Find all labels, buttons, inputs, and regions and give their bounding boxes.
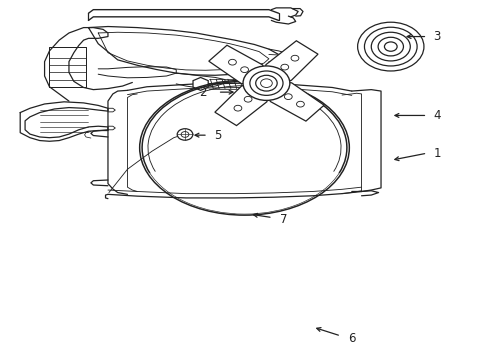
Ellipse shape: [181, 132, 188, 137]
Ellipse shape: [260, 79, 272, 87]
Polygon shape: [214, 84, 268, 126]
Polygon shape: [208, 45, 265, 85]
Polygon shape: [266, 82, 324, 121]
Polygon shape: [193, 77, 208, 90]
Polygon shape: [264, 41, 317, 83]
Ellipse shape: [255, 75, 277, 91]
Text: 1: 1: [432, 147, 440, 159]
Ellipse shape: [243, 66, 289, 100]
Text: 4: 4: [432, 109, 440, 122]
Text: 3: 3: [432, 30, 440, 43]
Text: 5: 5: [214, 129, 221, 142]
Ellipse shape: [249, 71, 283, 95]
Ellipse shape: [177, 129, 192, 140]
Text: 2: 2: [199, 86, 206, 99]
Text: 6: 6: [347, 332, 355, 345]
Text: 7: 7: [279, 213, 286, 226]
